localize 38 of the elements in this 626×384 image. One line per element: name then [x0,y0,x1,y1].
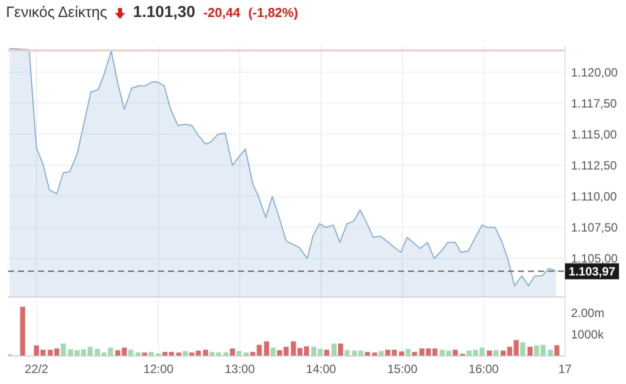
text: 1.101,30 [133,4,196,22]
bar [332,344,337,356]
bar [230,348,235,356]
bar [486,350,492,356]
y-tick-label: 1000k [571,328,605,342]
bar [264,341,270,356]
bar [344,350,350,356]
text: (-1,82%) [248,5,298,20]
x-tick-label: 22/2 [24,362,48,376]
x-tick-label: 14:00 [306,362,336,376]
y-tick-label: 1.112,50 [571,158,618,172]
x-tick-label: 13:00 [224,362,256,376]
chart-title: Γενικός Δείκτης [6,4,108,21]
bar [520,342,526,356]
x-tick-label: 17 [558,362,572,376]
bar [378,351,384,356]
x-tick-label: 12:00 [143,362,174,376]
y-tick-label: 1.120,00 [571,65,618,80]
bar [554,345,560,356]
y-tick-label: 2.00m [571,306,604,320]
y-tick-label: 1.105,00 [571,252,618,266]
bar [60,344,66,356]
bar [20,306,26,356]
y-tick-label: 1.107,50 [571,220,618,235]
bar [182,351,188,356]
bar [338,344,344,356]
ref-line-label: 1.103,97 [568,264,616,278]
bar [493,350,498,356]
y-tick-label: 1.110,00 [571,190,618,204]
x-tick-label: 15:00 [387,362,418,376]
text: -20,44 [203,5,240,20]
bar [406,348,411,356]
x-tick-label: 16:00 [468,362,500,376]
bar [236,351,242,356]
bar [528,346,533,356]
y-tick-label: 1.117,50 [571,96,618,110]
bar [270,348,276,356]
y-tick-label: 1.115,00 [571,127,618,142]
